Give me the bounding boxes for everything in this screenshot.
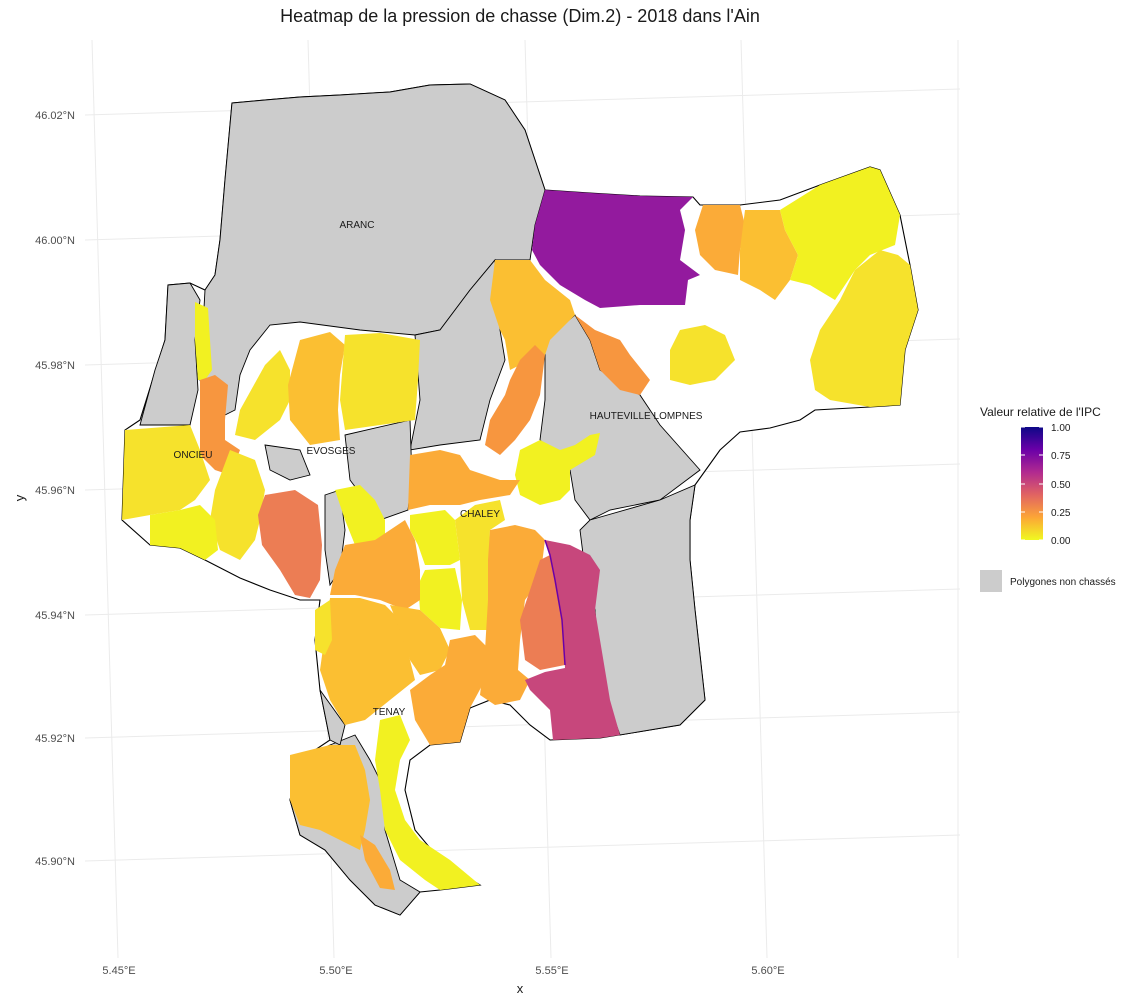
legend-tick-label: 0.00 bbox=[1051, 536, 1071, 547]
polygon-orange-hauteville bbox=[575, 315, 650, 395]
polygon-orange-tenay-east bbox=[410, 635, 490, 745]
polygon-orange-evosges bbox=[288, 332, 345, 445]
polygon-yellow-tenay-south bbox=[375, 715, 480, 890]
map-area: ARANC ONCIEU EVOSGES HAUTEVILLE LOMPNES … bbox=[121, 83, 919, 916]
y-tick-labels: 46.02°N 46.00°N 45.98°N 45.96°N 45.94°N … bbox=[35, 110, 75, 868]
commune-label-oncieu: ONCIEU bbox=[174, 450, 213, 461]
polygon-yellow-mid-east bbox=[670, 325, 735, 385]
polygon-yellow-chaley-south bbox=[410, 510, 460, 565]
y-tick-label: 46.02°N bbox=[35, 110, 75, 122]
polygon-orange-tenay-mid bbox=[390, 605, 450, 675]
polygon-orange-ne1 bbox=[695, 205, 745, 275]
x-tick-label: 5.55°E bbox=[535, 965, 568, 977]
boundary-line-east bbox=[544, 539, 566, 666]
polygon-orange-ne2 bbox=[740, 210, 798, 300]
legend-colorbar bbox=[1021, 427, 1043, 540]
legend-tick-label: 0.50 bbox=[1051, 480, 1071, 491]
x-tick-label: 5.60°E bbox=[751, 965, 784, 977]
polygon-orange-tenay-north bbox=[330, 520, 420, 610]
polygon-yellow-tenay-small bbox=[315, 600, 332, 655]
polygon-yellow-chaley-south2 bbox=[455, 500, 505, 630]
legend-non-hunted-label: Polygones non chassés bbox=[1010, 577, 1116, 588]
commune-label-chaley: CHALEY bbox=[460, 509, 500, 520]
polygon-salmon-west bbox=[258, 490, 322, 598]
commune-label-aranc: ARANC bbox=[339, 220, 374, 231]
polygon-orange-tenay-tail bbox=[360, 835, 395, 890]
x-tick-label: 5.45°E bbox=[102, 965, 135, 977]
chart-title: Heatmap de la pression de chasse (Dim.2)… bbox=[280, 6, 760, 26]
polygon-purple-north bbox=[532, 190, 700, 308]
hunted-polygons bbox=[122, 167, 918, 890]
polygon-orange-center-strip bbox=[485, 345, 545, 455]
legend-tick-label: 0.25 bbox=[1051, 508, 1071, 519]
polygon-yellow-east bbox=[810, 250, 918, 407]
grey-small-1 bbox=[264, 444, 311, 481]
polygon-yellow-oncieu-east bbox=[210, 450, 265, 560]
legend-title: Valeur relative de l'IPC bbox=[980, 405, 1101, 419]
polygon-orange-center bbox=[408, 450, 520, 510]
legend-tick-marks bbox=[1021, 426, 1043, 541]
polygon-yellow-evosges bbox=[340, 333, 420, 430]
y-tick-label: 45.90°N bbox=[35, 856, 75, 868]
x-tick-labels: 5.45°E 5.50°E 5.55°E 5.60°E bbox=[102, 965, 784, 977]
polygon-yellow-chaley bbox=[515, 433, 600, 505]
polygon-yellow-west-north bbox=[235, 350, 290, 440]
polygon-yellow-central-mini bbox=[335, 485, 385, 550]
x-tick-label: 5.50°E bbox=[319, 965, 352, 977]
legend-tick-label: 1.00 bbox=[1051, 423, 1071, 434]
polygon-orange-tenay-south bbox=[290, 745, 370, 850]
commune-label-hauteville: HAUTEVILLE LOMPNES bbox=[590, 411, 703, 422]
legend: Valeur relative de l'IPC 1.00 0.75 0.50 … bbox=[980, 405, 1116, 592]
y-tick-label: 46.00°N bbox=[35, 235, 75, 247]
commune-labels: ARANC ONCIEU EVOSGES HAUTEVILLE LOMPNES … bbox=[174, 220, 703, 718]
legend-non-hunted-swatch bbox=[980, 570, 1002, 592]
polygon-salmon-east-col bbox=[520, 555, 565, 670]
commune-label-tenay: TENAY bbox=[373, 707, 406, 718]
polygon-yellow-ne bbox=[780, 167, 900, 300]
y-axis-label: y bbox=[12, 494, 27, 501]
polygon-magenta-east bbox=[525, 540, 620, 740]
legend-tick-label: 0.75 bbox=[1051, 451, 1071, 462]
polygon-yellow-west-strip bbox=[195, 302, 212, 380]
grey-central bbox=[409, 258, 506, 451]
polygon-orange-tenay-west bbox=[320, 598, 415, 725]
polygon-orange-east-col bbox=[480, 525, 545, 705]
polygon-yellow-oncieu-south bbox=[150, 505, 218, 560]
y-tick-label: 45.94°N bbox=[35, 610, 75, 622]
polygon-yellow-chaley-south3 bbox=[418, 568, 462, 630]
grey-west-strip bbox=[139, 282, 201, 426]
y-tick-label: 45.98°N bbox=[35, 360, 75, 372]
polygon-orange-center-north bbox=[490, 260, 575, 370]
polygon-yellow-oncieu bbox=[122, 425, 210, 520]
x-axis-label: x bbox=[517, 981, 524, 996]
commune-label-evosges: EVOSGES bbox=[307, 446, 356, 457]
y-tick-label: 45.96°N bbox=[35, 485, 75, 497]
y-tick-label: 45.92°N bbox=[35, 733, 75, 745]
